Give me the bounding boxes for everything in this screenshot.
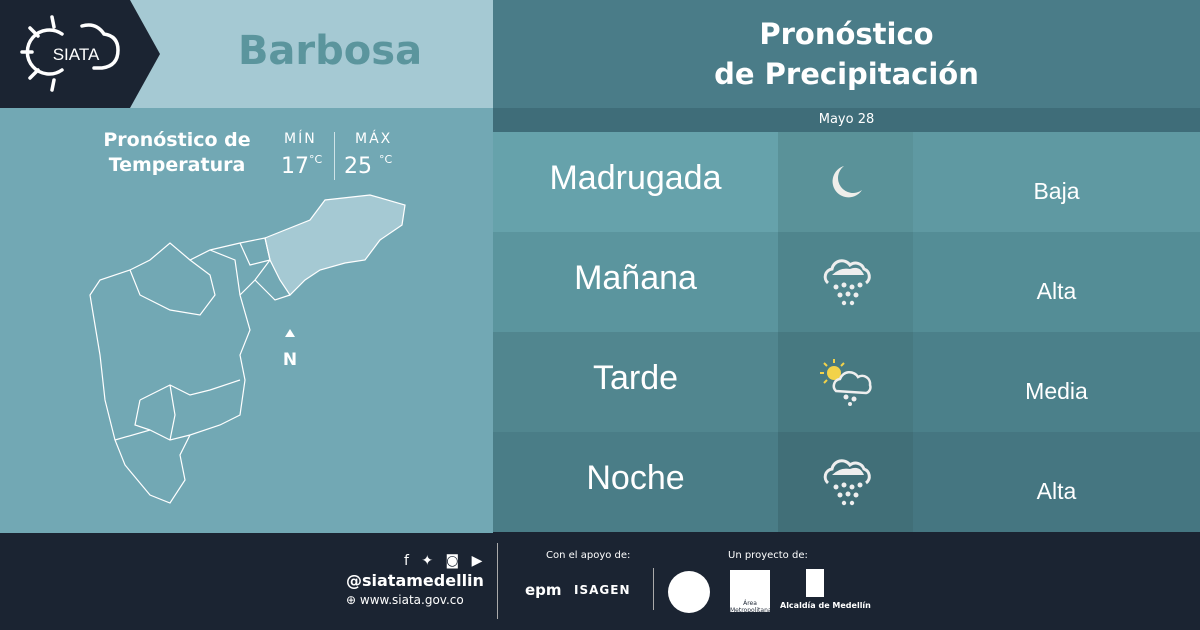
- precipitation-level: Alta: [913, 232, 1200, 332]
- max-label: MÁX: [355, 131, 393, 147]
- website-text: www.siata.gov.co: [359, 593, 464, 607]
- heavy-rain-cloud-icon: [778, 232, 913, 332]
- heavy-rain-cloud-icon: [778, 432, 913, 532]
- divider: [653, 568, 654, 610]
- precipitation-title: Pronóstico de Precipitación: [493, 14, 1200, 94]
- title-line: Temperatura: [108, 154, 246, 176]
- precipitation-header: [493, 0, 1200, 110]
- social-handle[interactable]: @siatamedellin: [346, 571, 484, 590]
- sponsor-epm: epm: [525, 581, 562, 599]
- alcaldia-label: Alcaldía de Medellín: [780, 601, 871, 610]
- period-label: Noche: [493, 432, 778, 532]
- forecast-row: Noche Alta: [493, 432, 1200, 532]
- precipitation-level: Media: [913, 332, 1200, 432]
- title-line: Pronóstico: [759, 17, 934, 51]
- unit: °C: [309, 153, 323, 166]
- unit: °C: [379, 153, 393, 166]
- precipitation-level: Baja: [913, 132, 1200, 232]
- precipitation-level: Alta: [913, 432, 1200, 532]
- north-arrow-icon: [285, 329, 295, 337]
- alcaldia-shield: [806, 569, 824, 597]
- period-label: Madrugada: [493, 132, 778, 232]
- period-label: Tarde: [493, 332, 778, 432]
- footer: f ✦ ◙ ▶ @siatamedellin ⊕ www.siata.gov.c…: [0, 533, 1200, 630]
- max-temperature: 25 °C: [344, 153, 392, 179]
- sponsor-isagen: ISAGEN: [574, 583, 631, 597]
- max-value: 25: [344, 154, 372, 179]
- divider: [497, 543, 498, 619]
- temperature-panel: [0, 108, 493, 533]
- seal-logo: [668, 571, 710, 613]
- forecast-row: Tarde Media: [493, 332, 1200, 432]
- social-icons[interactable]: f ✦ ◙ ▶: [404, 553, 487, 569]
- siata-logo[interactable]: SIATA: [0, 0, 160, 108]
- temperature-title: Pronóstico de Temperatura: [82, 128, 272, 178]
- website[interactable]: ⊕ www.siata.gov.co: [346, 593, 464, 607]
- divider: [334, 132, 335, 180]
- title-line: Pronóstico de: [103, 129, 251, 151]
- municipality-map: N: [89, 194, 406, 504]
- sun-cloud-logo-icon: SIATA: [20, 15, 120, 92]
- moon-icon: [778, 132, 913, 232]
- forecast-row: Mañana Alta: [493, 232, 1200, 332]
- forecast-date: Mayo 28: [493, 108, 1200, 132]
- globe-icon: ⊕: [346, 593, 360, 607]
- sun-cloud-rain-icon: [778, 332, 913, 432]
- min-temperature: 17°C: [281, 153, 322, 179]
- min-value: 17: [281, 154, 309, 179]
- area-metropolitana-logo: Área Metropolitana: [730, 570, 770, 612]
- municipality-name: Barbosa: [237, 28, 423, 74]
- title-line: de Precipitación: [714, 57, 979, 91]
- min-label: MÍN: [284, 131, 317, 147]
- support-label: Con el apoyo de:: [546, 550, 631, 561]
- period-label: Mañana: [493, 232, 778, 332]
- svg-text:SIATA: SIATA: [53, 45, 100, 64]
- project-label: Un proyecto de:: [728, 550, 808, 561]
- north-label: N: [283, 350, 297, 370]
- forecast-row: Madrugada Baja: [493, 132, 1200, 232]
